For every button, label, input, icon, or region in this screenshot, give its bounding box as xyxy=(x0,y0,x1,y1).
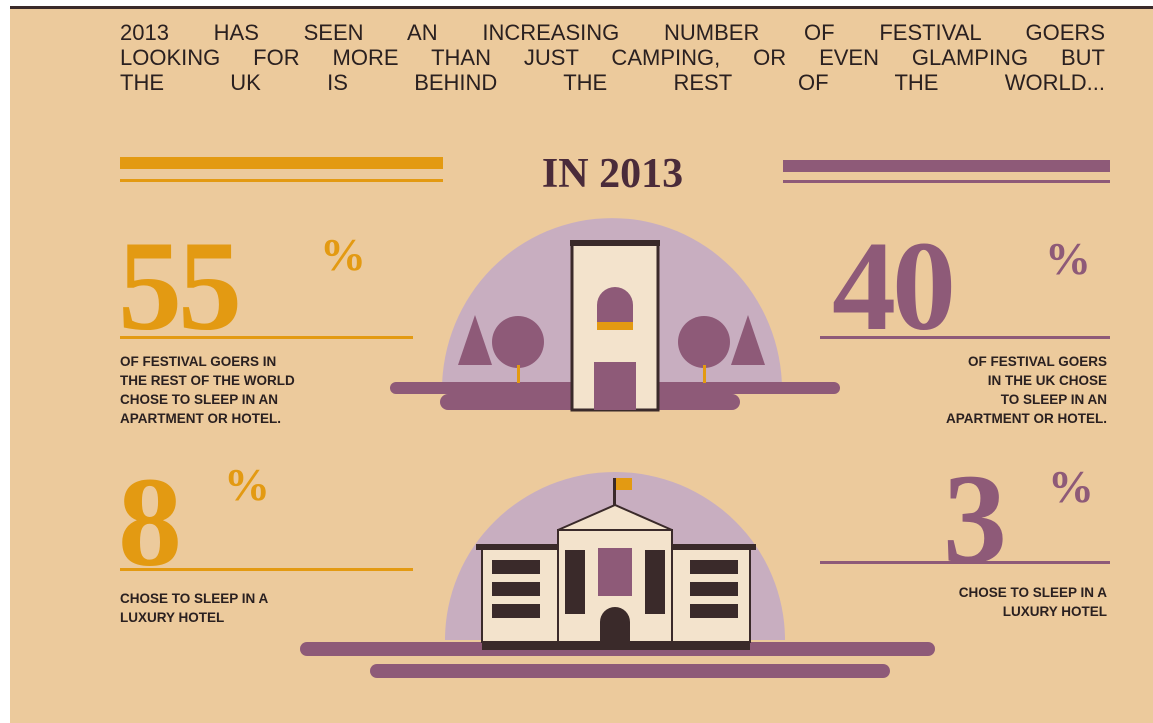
flag xyxy=(616,478,632,490)
flagpole xyxy=(613,478,616,506)
ground xyxy=(370,664,890,678)
caption-line: CHOSE TO SLEEP IN A xyxy=(959,583,1107,602)
window xyxy=(598,548,632,596)
stat-unit: % xyxy=(224,462,270,508)
stat-unit: % xyxy=(1045,236,1091,282)
caption-line: TO SLEEP IN AN xyxy=(946,390,1107,409)
caption-line: IN THE UK CHOSE xyxy=(946,371,1107,390)
roof xyxy=(570,240,660,246)
stat-number: 8 xyxy=(118,458,178,586)
heading: IN 2013 xyxy=(120,150,1105,198)
trunk xyxy=(703,365,706,383)
tree xyxy=(678,316,730,368)
trunk xyxy=(517,365,520,383)
caption-line: THE REST OF THE WORLD xyxy=(120,371,295,390)
stat-unit: % xyxy=(1048,464,1094,510)
caption-line: OF FESTIVAL GOERS IN xyxy=(120,352,295,371)
base xyxy=(482,642,750,650)
caption-line: APARTMENT OR HOTEL. xyxy=(946,409,1107,428)
stat-number: 40 xyxy=(832,222,952,350)
caption-line: APARTMENT OR HOTEL. xyxy=(120,409,295,428)
tree xyxy=(492,316,544,368)
caption-line: LUXURY HOTEL xyxy=(120,608,268,627)
stat-number: 55 xyxy=(118,222,238,350)
stat-unit: % xyxy=(320,232,366,278)
door xyxy=(600,607,630,642)
door xyxy=(594,362,636,410)
page: 2013 HAS SEEN AN INCREASING NUMBER OF FE… xyxy=(0,0,1153,720)
awning xyxy=(597,322,633,330)
caption-line: CHOSE TO SLEEP IN AN xyxy=(120,390,295,409)
caption-line: LUXURY HOTEL xyxy=(959,602,1107,621)
stat-number: 3 xyxy=(943,455,1003,583)
caption-line: OF FESTIVAL GOERS xyxy=(946,352,1107,371)
caption-line: CHOSE TO SLEEP IN A xyxy=(120,589,268,608)
